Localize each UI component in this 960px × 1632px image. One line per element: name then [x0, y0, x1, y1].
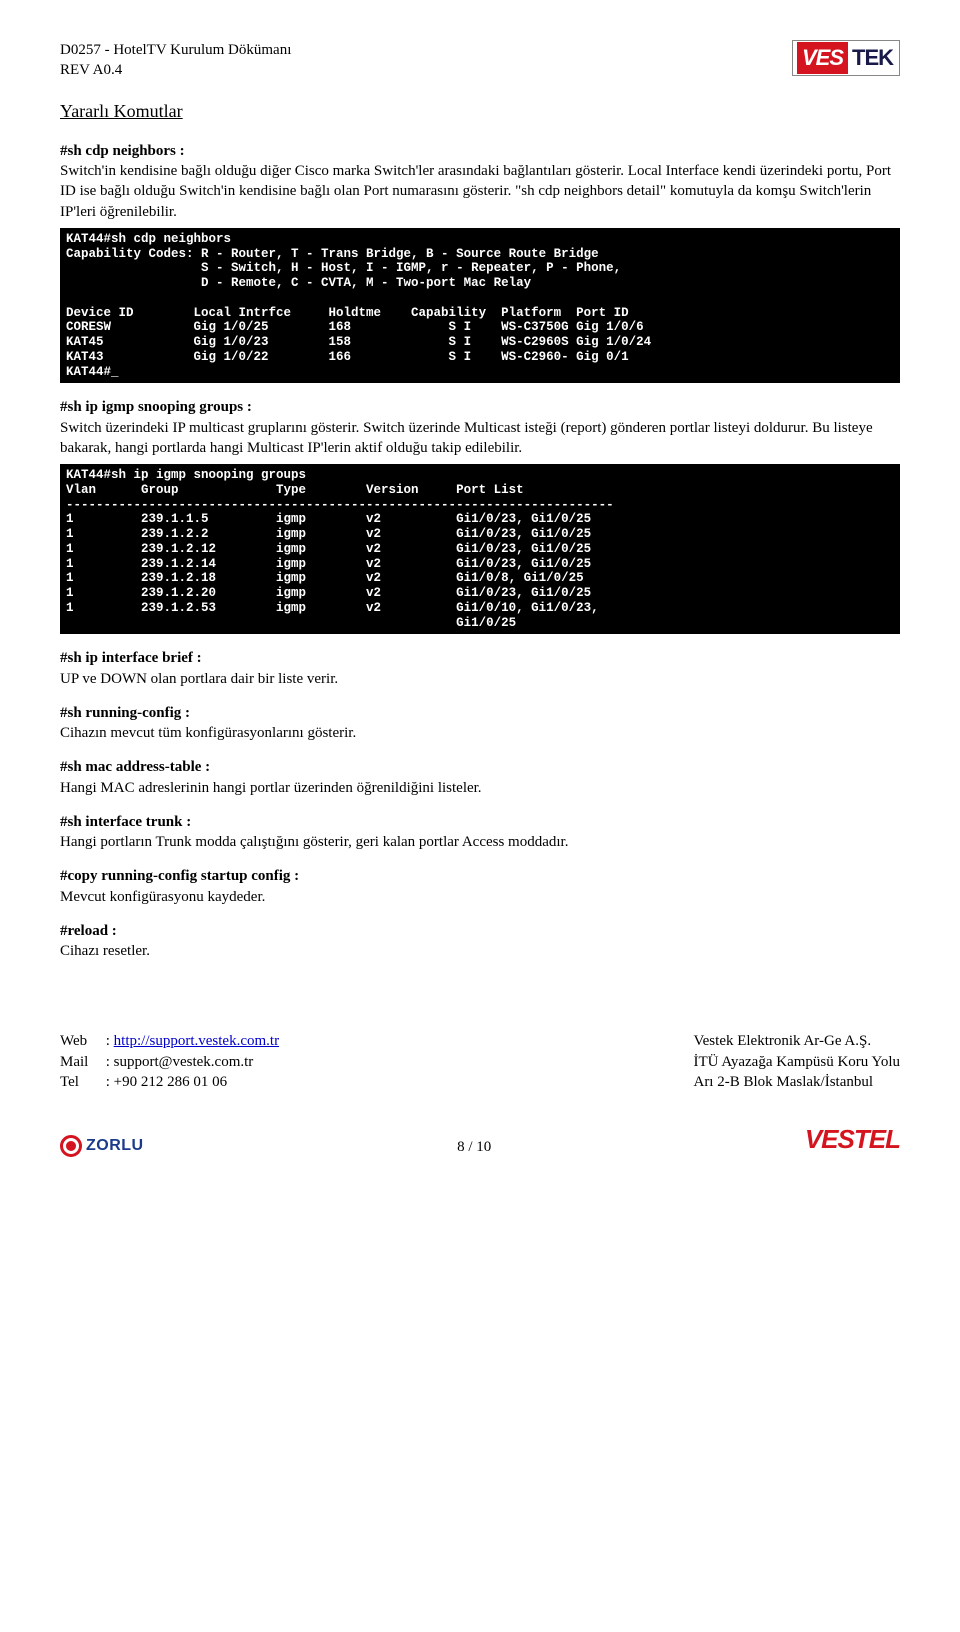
logo-tek-part: TEK — [848, 43, 893, 73]
web-colon: : — [106, 1033, 114, 1049]
cmd-title-reload: #reload : — [60, 921, 900, 941]
address-line1: İTÜ Ayazağa Kampüsü Koru Yolu — [693, 1052, 900, 1072]
zorlu-icon — [60, 1135, 82, 1157]
footer: Web : http://support.vestek.com.tr Mail … — [60, 1031, 900, 1157]
web-link[interactable]: http://support.vestek.com.tr — [114, 1033, 279, 1049]
doc-header: D0257 - HotelTV Kurulum Dökümanı REV A0.… — [60, 40, 900, 81]
vestek-logo: VES TEK — [792, 40, 900, 76]
mail-label: Mail — [60, 1052, 102, 1072]
cmd-desc-ifbrief: UP ve DOWN olan portlara dair bir liste … — [60, 669, 900, 689]
cmd-title-cdp: #sh cdp neighbors : — [60, 141, 900, 161]
cmd-title-copy: #copy running-config startup config : — [60, 866, 900, 886]
footer-address: Vestek Elektronik Ar-Ge A.Ş. İTÜ Ayazağa… — [693, 1031, 900, 1092]
cmd-desc-reload: Cihazı resetler. — [60, 941, 900, 961]
zorlu-text: ZORLU — [86, 1135, 144, 1157]
footer-contact: Web : http://support.vestek.com.tr Mail … — [60, 1031, 279, 1092]
cmd-title-ifbrief: #sh ip interface brief : — [60, 648, 900, 668]
cmd-desc-trunk: Hangi portların Trunk modda çalıştığını … — [60, 832, 900, 852]
footer-bottom: ZORLU 8 / 10 VESTEL — [60, 1122, 900, 1157]
section-title: Yararlı Komutlar — [60, 99, 900, 123]
logo-ves-part: VES — [797, 42, 848, 74]
doc-title-block: D0257 - HotelTV Kurulum Dökümanı REV A0.… — [60, 40, 291, 81]
address-line2: Arı 2-B Blok Maslak/İstanbul — [693, 1072, 900, 1092]
cmd-title-igmp: #sh ip igmp snooping groups : — [60, 397, 900, 417]
company-name: Vestek Elektronik Ar-Ge A.Ş. — [693, 1031, 900, 1051]
vestel-logo: VESTEL — [805, 1122, 900, 1157]
doc-code: D0257 - HotelTV Kurulum Dökümanı — [60, 40, 291, 60]
terminal-cdp: KAT44#sh cdp neighbors Capability Codes:… — [60, 228, 900, 384]
cmd-title-mactable: #sh mac address-table : — [60, 757, 900, 777]
cmd-desc-runconf: Cihazın mevcut tüm konfigürasyonlarını g… — [60, 723, 900, 743]
page-number: 8 / 10 — [457, 1137, 491, 1157]
cmd-desc-igmp: Switch üzerindeki IP multicast grupların… — [60, 418, 900, 459]
zorlu-logo: ZORLU — [60, 1135, 144, 1157]
footer-columns: Web : http://support.vestek.com.tr Mail … — [60, 1031, 900, 1092]
web-label: Web — [60, 1031, 102, 1051]
cmd-title-trunk: #sh interface trunk : — [60, 812, 900, 832]
tel-value: : +90 212 286 01 06 — [106, 1074, 227, 1090]
mail-value: : support@vestek.com.tr — [106, 1054, 254, 1070]
cmd-desc-copy: Mevcut konfigürasyonu kaydeder. — [60, 887, 900, 907]
cmd-desc-mactable: Hangi MAC adreslerinin hangi portlar üze… — [60, 778, 900, 798]
doc-rev: REV A0.4 — [60, 60, 291, 80]
tel-label: Tel — [60, 1072, 102, 1092]
cmd-desc-cdp: Switch'in kendisine bağlı olduğu diğer C… — [60, 161, 900, 222]
cmd-title-runconf: #sh running-config : — [60, 703, 900, 723]
terminal-igmp: KAT44#sh ip igmp snooping groups Vlan Gr… — [60, 464, 900, 634]
